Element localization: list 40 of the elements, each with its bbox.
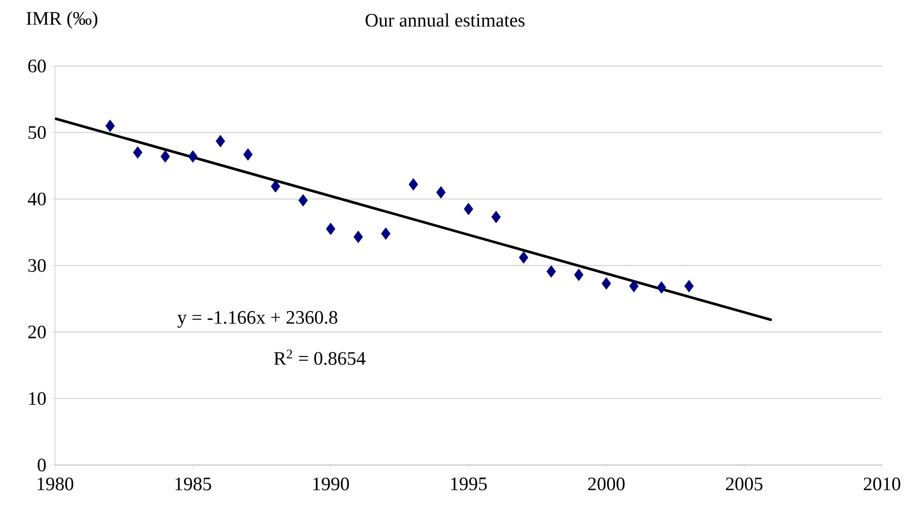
point <box>491 210 501 224</box>
y-tick-label: 20 <box>28 326 46 338</box>
x-tick-label: 2005 <box>726 478 762 490</box>
x-tick-label: 1995 <box>451 478 487 490</box>
y-tick-label: 10 <box>29 392 46 405</box>
x-tick-label: 1980 <box>38 478 74 490</box>
point <box>188 150 198 163</box>
y-tick-label: 50 <box>28 126 46 139</box>
point <box>602 277 612 290</box>
point <box>160 150 170 163</box>
point <box>326 222 336 236</box>
point <box>270 180 280 193</box>
point <box>546 265 556 278</box>
x-tick-label: 2010 <box>864 478 900 490</box>
annotation: R$^{2}$ = 0.8654 <box>274 350 366 365</box>
y-tick-label: 60 <box>28 60 46 72</box>
point <box>408 178 418 191</box>
point <box>574 268 584 282</box>
point <box>381 227 391 240</box>
x-tick-label: 2000 <box>588 478 625 490</box>
x-tick-label: 1990 <box>313 478 349 490</box>
point <box>133 146 142 159</box>
point <box>518 251 528 264</box>
point <box>243 148 253 161</box>
chart-title: Our annual estimates <box>366 13 525 27</box>
point <box>216 134 226 148</box>
x-tick-label: 1985 <box>176 478 212 490</box>
y-axis-title: IMR (‰) <box>26 11 98 29</box>
point <box>629 280 639 292</box>
point <box>656 281 666 294</box>
y-tick-label: 0 <box>38 458 46 472</box>
y-tick-label: 30 <box>28 259 46 272</box>
y-tick-label: 40 <box>28 192 46 206</box>
point <box>105 120 115 132</box>
point <box>354 230 363 244</box>
point <box>464 202 474 216</box>
point <box>298 194 308 207</box>
annotation: y = -1.166x + 2360.8 <box>177 311 338 328</box>
point <box>436 186 446 199</box>
point <box>684 280 694 292</box>
